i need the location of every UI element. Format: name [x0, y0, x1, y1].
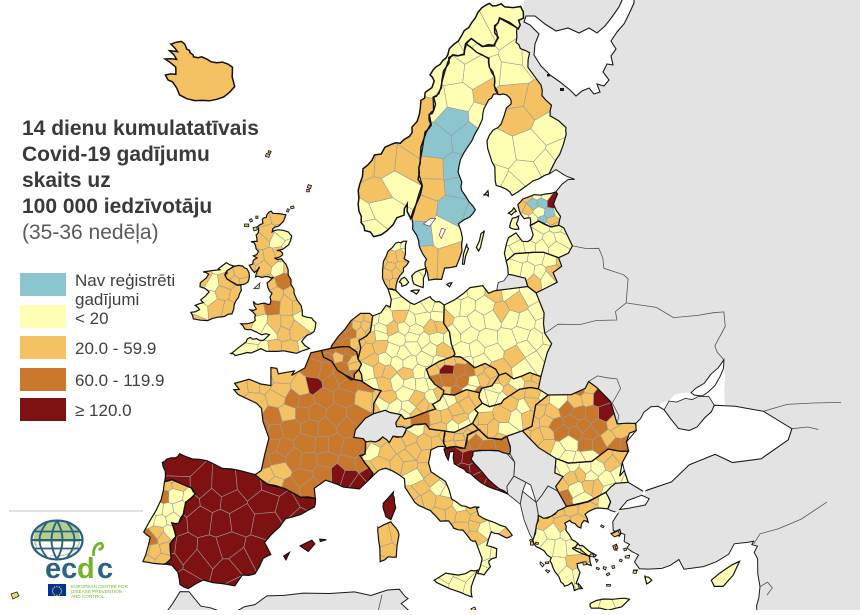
svg-text:DISEASE PREVENTION: DISEASE PREVENTION [71, 589, 122, 594]
svg-text:EUROPEAN CENTRE FOR: EUROPEAN CENTRE FOR [71, 584, 129, 589]
svg-text:ec: ec [45, 553, 77, 585]
svg-text:AND CONTROL: AND CONTROL [71, 594, 105, 599]
svg-text:d: d [77, 553, 95, 585]
svg-text:c: c [97, 553, 113, 585]
